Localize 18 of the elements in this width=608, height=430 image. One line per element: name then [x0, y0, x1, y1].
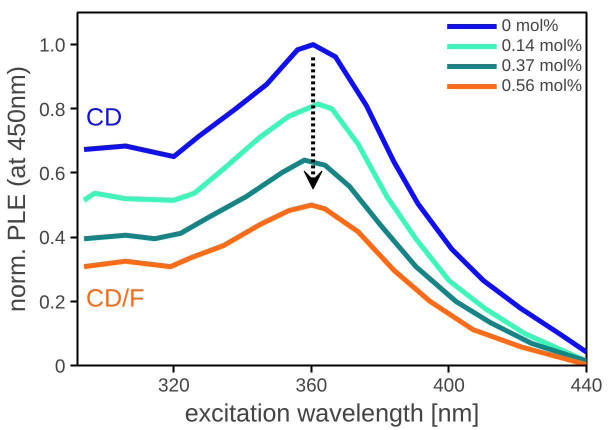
legend-label: 0 mol% [502, 16, 558, 36]
y-tick-label: 0.2 [39, 292, 66, 314]
x-tick-label: 440 [570, 376, 602, 396]
y-axis-title: norm. PLE (at 450nm) [3, 66, 32, 312]
y-tick-label: 1.0 [39, 36, 66, 57]
y-tick-label: 0.4 [39, 228, 66, 250]
x-tick-label: 360 [296, 376, 328, 396]
legend-label: 0.56 mol% [502, 76, 582, 96]
y-tick-label: 0 [54, 356, 66, 378]
x-axis-title: excitation wavelength [nm] [184, 400, 480, 428]
legend-label: 0.14 mol% [502, 36, 582, 56]
x-tick-label: 320 [158, 376, 190, 396]
y-tick-label: 0.6 [39, 164, 66, 185]
annotation: CD/F [86, 284, 144, 313]
y-tick-label: 0.8 [39, 100, 66, 121]
x-tick-label: 400 [433, 376, 465, 396]
legend-label: 0.37 mol% [502, 56, 582, 76]
annotation: CD [86, 104, 122, 132]
